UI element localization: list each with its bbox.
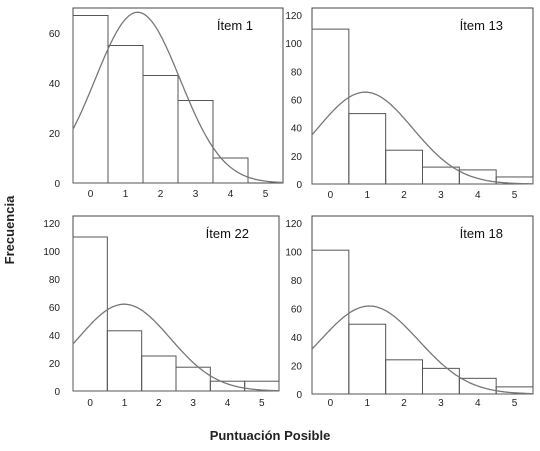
histogram-bar: [348, 113, 387, 185]
panel-title: Ítem 22: [206, 226, 249, 241]
x-tick-label: 2: [156, 398, 162, 409]
x-tick-label: 0: [87, 398, 93, 409]
chart-panel-3: 0 20 40 60 80 100 120 0 1 2 3 4 5 Ítem 22: [43, 215, 280, 409]
x-tick-label: 5: [259, 398, 265, 409]
chart-panel-4: 0 20 40 60 80 100 120 0 1 2 3 4 5 Ítem 18: [285, 215, 534, 409]
y-tick-label: 0: [296, 180, 302, 191]
y-axis-title: Frecuencia: [2, 195, 17, 264]
x-tick-label: 4: [475, 190, 481, 201]
x-tick-label: 0: [328, 398, 334, 409]
y-tick-label: 40: [291, 333, 303, 344]
x-tick-label: 1: [123, 189, 129, 200]
histogram-bar: [142, 75, 179, 184]
histogram-bar: [106, 330, 143, 392]
y-tick-label: 80: [49, 275, 61, 286]
histogram-bar: [495, 176, 534, 185]
x-tick-label: 2: [401, 190, 407, 201]
x-tick-label: 2: [401, 398, 407, 409]
x-tick-label: 3: [438, 398, 444, 409]
x-tick-label: 3: [438, 190, 444, 201]
histogram-bar: [141, 355, 177, 392]
normal-curve: [311, 91, 533, 185]
histogram-bar: [311, 249, 350, 395]
x-tick-label: 1: [364, 190, 370, 201]
histogram-bar: [244, 380, 280, 392]
x-tick-label: 1: [122, 398, 128, 409]
y-tick-label: 20: [49, 129, 61, 140]
normal-curve: [311, 305, 533, 395]
normal-curve: [72, 303, 280, 392]
histogram-bar: [107, 45, 144, 184]
x-axis-title: Puntuación Posible: [209, 428, 331, 443]
x-tick-label: 1: [364, 398, 370, 409]
y-tick-label: 20: [49, 359, 61, 370]
histogram-bar: [385, 149, 423, 185]
y-tick-label: 40: [291, 124, 303, 135]
y-tick-label: 0: [54, 387, 60, 398]
x-tick-label: 4: [225, 398, 231, 409]
panel-title: Ítem 18: [460, 226, 503, 241]
y-tick-label: 60: [291, 96, 303, 107]
x-tick-label: 5: [263, 189, 269, 200]
y-tick-label: 40: [49, 79, 61, 90]
y-tick-label: 60: [49, 303, 61, 314]
histogram-bar: [209, 380, 246, 392]
y-tick-label: 20: [291, 152, 303, 163]
chart-panel-1: 0 20 40 60 0 1 2 3 4 5 Ítem 1: [49, 7, 284, 200]
histogram-bar: [72, 236, 108, 392]
x-tick-label: 5: [512, 190, 518, 201]
y-tick-label: 20: [291, 362, 303, 373]
y-tick-label: 40: [49, 331, 61, 342]
histogram-bar: [212, 157, 249, 184]
y-tick-label: 60: [291, 305, 303, 316]
x-tick-label: 0: [328, 190, 334, 201]
panel-title: Ítem 1: [217, 18, 253, 33]
y-axis-title-container: Frecuencia: [2, 150, 26, 310]
histogram-bar: [311, 28, 350, 185]
histogram-bar: [422, 367, 460, 395]
histogram-bar: [177, 100, 214, 184]
histogram-bar: [175, 366, 211, 392]
x-tick-label: 3: [193, 189, 199, 200]
histogram-bar: [458, 169, 497, 185]
chart-panel-2: 0 20 40 60 80 100 120 0 1 2 3 4 5 Ítem 13: [285, 7, 534, 201]
x-tick-label: 4: [228, 189, 234, 200]
y-tick-label: 0: [296, 390, 302, 401]
y-tick-label: 100: [285, 39, 302, 50]
y-tick-label: 0: [54, 179, 60, 190]
y-tick-label: 100: [285, 248, 302, 259]
y-tick-label: 60: [49, 29, 61, 40]
normal-curve: [72, 11, 284, 184]
x-tick-label: 3: [190, 398, 196, 409]
y-tick-label: 100: [43, 247, 60, 258]
x-tick-label: 5: [512, 398, 518, 409]
panel-title: Ítem 13: [460, 18, 503, 33]
x-tick-label: 4: [475, 398, 481, 409]
histogram-bar: [422, 166, 460, 185]
x-tick-label: 0: [88, 189, 94, 200]
y-tick-label: 80: [291, 276, 303, 287]
x-tick-label: 2: [158, 189, 164, 200]
histogram-bar: [385, 359, 423, 395]
y-tick-label: 120: [285, 219, 302, 230]
y-tick-label: 80: [291, 67, 303, 78]
histogram-bar: [348, 323, 387, 395]
y-tick-label: 120: [285, 11, 302, 22]
histogram-bar: [458, 377, 497, 395]
y-tick-label: 120: [43, 219, 60, 230]
histogram-bar: [72, 15, 109, 184]
